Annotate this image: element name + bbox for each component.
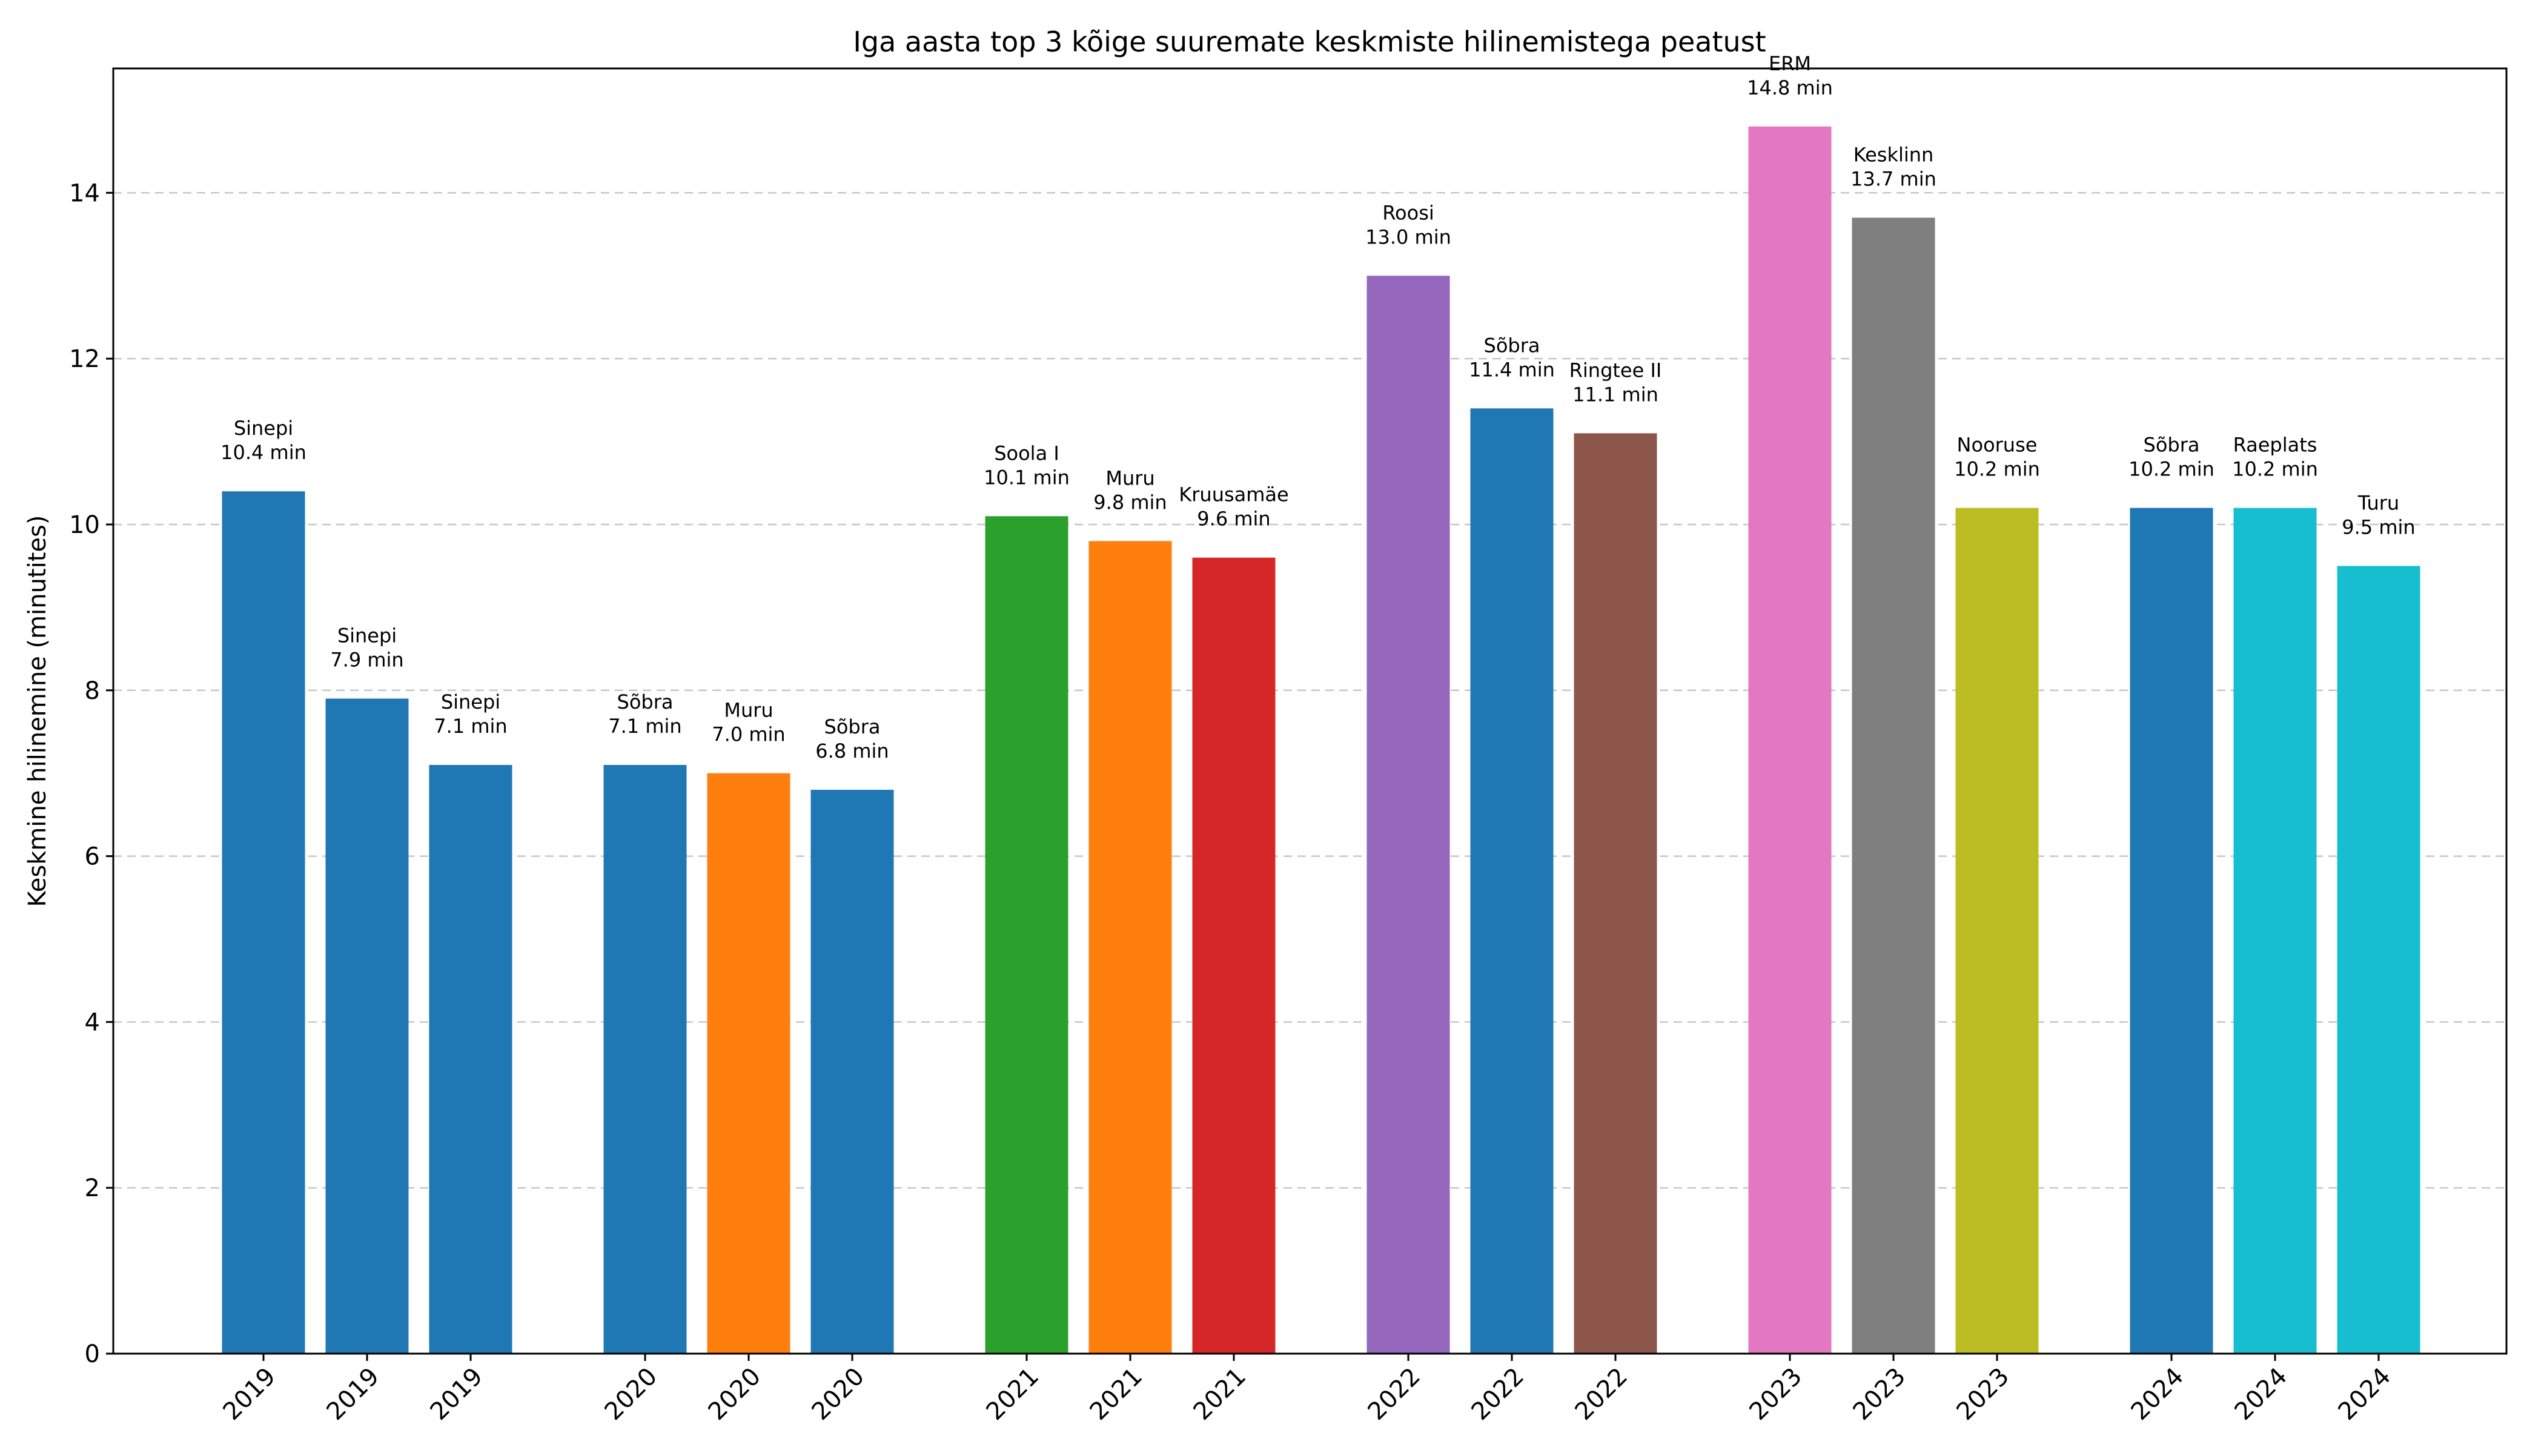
y-tick-label: 2 [85,1174,100,1202]
bar-label-value: 10.2 min [2128,458,2214,481]
bar-label-stop: Nooruse [1957,434,2038,457]
bar [1366,276,1450,1354]
bar-label-stop: Sinepi [234,417,293,440]
y-tick-label: 10 [69,511,100,539]
bar-label-stop: Sinepi [337,624,397,647]
bar-label-value: 10.2 min [1954,458,2040,481]
bar [1192,557,1276,1354]
bar-label-value: 11.1 min [1572,383,1658,406]
y-tick-label: 14 [69,179,100,207]
bar-label-value: 7.9 min [330,648,403,671]
bar-label-stop: Sõbra [824,715,881,738]
y-tick-label: 8 [85,677,100,705]
bar-layer [222,126,2420,1354]
bar-label-stop: Soola I [994,442,1059,465]
bar-label-value: 11.4 min [1469,358,1555,381]
bar-label-value: 6.8 min [815,740,889,763]
bar-label-stop: Kesklinn [1853,143,1934,166]
bar [2337,566,2420,1354]
y-axis-label: Keskmine hilinemine (minutites) [24,515,51,907]
y-tick-label: 0 [85,1340,100,1368]
bar-label-stop: Roosi [1382,201,1434,224]
bar-label-value: 7.0 min [712,723,785,746]
y-tick-label: 6 [85,843,100,871]
bar-label-stop: ERM [1769,52,1811,75]
y-tick-label: 4 [85,1008,100,1036]
bar [325,698,409,1354]
bar [1574,433,1657,1354]
plot-frame [112,67,2508,1355]
bar [810,790,894,1354]
bar [1748,126,1832,1354]
y-axis-ticks: 0 2 4 6 8 10 12 14 [69,179,113,1368]
bar-label-stop: Ringtee II [1569,359,1662,382]
bar-label-stop: Sõbra [2144,434,2200,457]
bar-label-value: 13.0 min [1365,225,1451,248]
bar-label-stop: Sõbra [1484,334,1540,357]
bar [429,764,512,1354]
bar-label-value: 9.8 min [1093,491,1167,514]
bar [603,764,687,1354]
bar [1088,541,1172,1354]
bar-label-value: 10.1 min [984,466,1070,489]
bar-label-value: 13.7 min [1850,167,1936,190]
bar [985,516,1068,1354]
bar-label-stop: Kruusamäe [1179,483,1288,506]
bar-label-value: 10.4 min [220,441,306,464]
bar [1470,408,1554,1354]
bar-label-stop: Raeplats [2233,434,2317,457]
bar-label-value: 9.6 min [1197,508,1270,531]
y-tick-label: 12 [69,345,100,373]
bar-label-stop: Sinepi [441,690,500,713]
bar-label-stop: Muru [724,699,773,722]
bar [222,491,305,1354]
bar-label-stop: Sõbra [617,690,674,713]
bar [1852,217,1935,1354]
bar [707,773,790,1354]
bar-label-value: 10.2 min [2232,458,2318,481]
bar-label-stop: Turu [2357,491,2399,514]
chart-title: Iga aasta top 3 kõige suuremate keskmist… [853,25,1766,58]
bar [1955,508,2039,1354]
bar [2130,508,2213,1354]
grid-layer [113,192,2506,1189]
bar-label-value: 14.8 min [1747,76,1833,99]
bar-label-value: 7.1 min [608,715,681,738]
bar-label-value: 9.5 min [2342,515,2415,538]
bar [2233,508,2317,1354]
bar-label-stop: Muru [1105,466,1154,489]
bar-label-value: 7.1 min [434,715,507,738]
